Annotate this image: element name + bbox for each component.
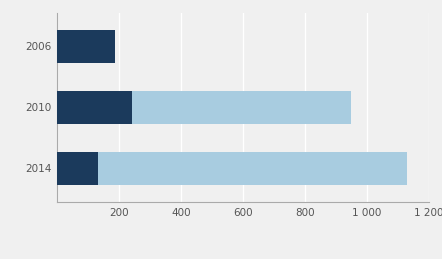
Bar	[98, 152, 407, 185]
Bar	[132, 91, 351, 124]
Bar	[57, 152, 98, 185]
Bar	[57, 91, 132, 124]
Bar	[57, 30, 115, 63]
